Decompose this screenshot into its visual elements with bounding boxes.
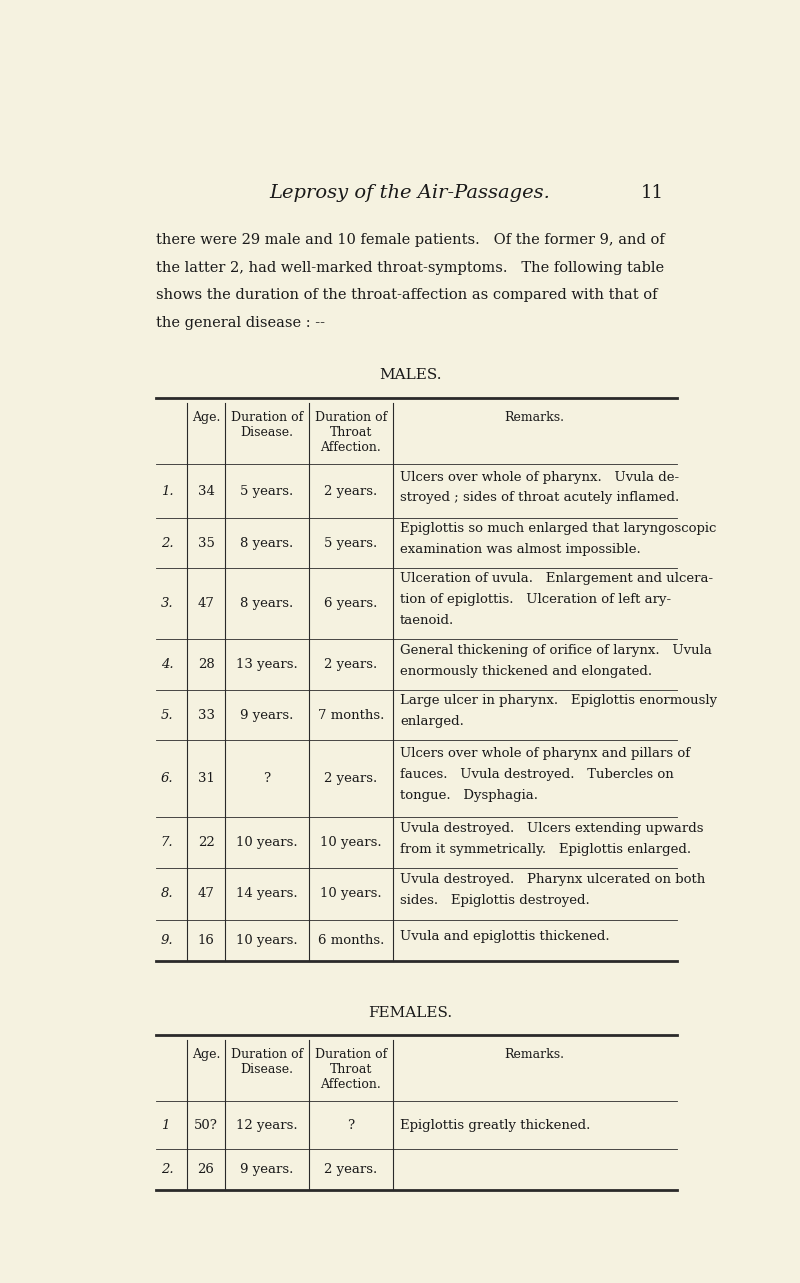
Text: 8 years.: 8 years. xyxy=(241,536,294,549)
Text: 2 years.: 2 years. xyxy=(324,1162,378,1177)
Text: 8 years.: 8 years. xyxy=(241,597,294,609)
Text: 22: 22 xyxy=(198,837,214,849)
Text: Duration of
Disease.: Duration of Disease. xyxy=(231,1048,303,1076)
Text: Large ulcer in pharynx.   Epiglottis enormously: Large ulcer in pharynx. Epiglottis enorm… xyxy=(400,694,718,707)
Text: 7 months.: 7 months. xyxy=(318,708,384,721)
Text: 3.: 3. xyxy=(161,597,174,609)
Text: 47: 47 xyxy=(198,597,214,609)
Text: 6 years.: 6 years. xyxy=(324,597,378,609)
Text: 6 months.: 6 months. xyxy=(318,934,384,947)
Text: fauces.   Uvula destroyed.   Tubercles on: fauces. Uvula destroyed. Tubercles on xyxy=(400,769,674,781)
Text: sides.   Epiglottis destroyed.: sides. Epiglottis destroyed. xyxy=(400,894,590,907)
Text: 5 years.: 5 years. xyxy=(324,536,378,549)
Text: 2.: 2. xyxy=(161,536,174,549)
Text: 2 years.: 2 years. xyxy=(324,772,378,785)
Text: 7.: 7. xyxy=(161,837,174,849)
Text: Age.: Age. xyxy=(192,1048,220,1061)
Text: Uvula destroyed.   Ulcers extending upwards: Uvula destroyed. Ulcers extending upward… xyxy=(400,822,703,835)
Text: Epiglottis so much enlarged that laryngoscopic: Epiglottis so much enlarged that laryngo… xyxy=(400,522,717,535)
Text: tion of epiglottis.   Ulceration of left ary-: tion of epiglottis. Ulceration of left a… xyxy=(400,593,671,606)
Text: 13 years.: 13 years. xyxy=(236,658,298,671)
Text: tongue.   Dysphagia.: tongue. Dysphagia. xyxy=(400,789,538,802)
Text: the general disease : --: the general disease : -- xyxy=(156,316,325,330)
Text: 1.: 1. xyxy=(161,485,174,498)
Text: 1: 1 xyxy=(161,1119,169,1132)
Text: Epiglottis greatly thickened.: Epiglottis greatly thickened. xyxy=(400,1119,590,1132)
Text: 10 years.: 10 years. xyxy=(320,837,382,849)
Text: Ulceration of uvula.   Enlargement and ulcera-: Ulceration of uvula. Enlargement and ulc… xyxy=(400,572,714,585)
Text: 2 years.: 2 years. xyxy=(324,658,378,671)
Text: Uvula and epiglottis thickened.: Uvula and epiglottis thickened. xyxy=(400,930,610,943)
Text: 9.: 9. xyxy=(161,934,174,947)
Text: General thickening of orifice of larynx.   Uvula: General thickening of orifice of larynx.… xyxy=(400,644,712,657)
Text: 26: 26 xyxy=(198,1162,214,1177)
Text: taenoid.: taenoid. xyxy=(400,613,454,627)
Text: 2.: 2. xyxy=(161,1162,174,1177)
Text: 5 years.: 5 years. xyxy=(241,485,294,498)
Text: 16: 16 xyxy=(198,934,214,947)
Text: 6.: 6. xyxy=(161,772,174,785)
Text: ?: ? xyxy=(263,772,270,785)
Text: FEMALES.: FEMALES. xyxy=(368,1006,452,1020)
Text: Ulcers over whole of pharynx.   Uvula de-: Ulcers over whole of pharynx. Uvula de- xyxy=(400,471,679,484)
Text: shows the duration of the throat-affection as compared with that of: shows the duration of the throat-affecti… xyxy=(156,289,658,303)
Text: Duration of
Throat
Affection.: Duration of Throat Affection. xyxy=(314,1048,387,1091)
Text: 10 years.: 10 years. xyxy=(320,888,382,901)
Text: examination was almost impossible.: examination was almost impossible. xyxy=(400,543,641,557)
Text: Remarks.: Remarks. xyxy=(505,411,565,423)
Text: Remarks.: Remarks. xyxy=(505,1048,565,1061)
Text: Duration of
Throat
Affection.: Duration of Throat Affection. xyxy=(314,411,387,454)
Text: 9 years.: 9 years. xyxy=(241,708,294,721)
Text: enlarged.: enlarged. xyxy=(400,715,464,727)
Text: stroyed ; sides of throat acutely inflamed.: stroyed ; sides of throat acutely inflam… xyxy=(400,491,679,504)
Text: Duration of
Disease.: Duration of Disease. xyxy=(231,411,303,439)
Text: 10 years.: 10 years. xyxy=(236,837,298,849)
Text: 11: 11 xyxy=(642,183,664,201)
Text: 31: 31 xyxy=(198,772,214,785)
Text: 34: 34 xyxy=(198,485,214,498)
Text: 2 years.: 2 years. xyxy=(324,485,378,498)
Text: Age.: Age. xyxy=(192,411,220,423)
Text: there were 29 male and 10 female patients.   Of the former 9, and of: there were 29 male and 10 female patient… xyxy=(156,234,665,248)
Text: ?: ? xyxy=(347,1119,354,1132)
Text: from it symmetrically.   Epiglottis enlarged.: from it symmetrically. Epiglottis enlarg… xyxy=(400,843,691,856)
Text: 10 years.: 10 years. xyxy=(236,934,298,947)
Text: 50?: 50? xyxy=(194,1119,218,1132)
Text: 8.: 8. xyxy=(161,888,174,901)
Text: 33: 33 xyxy=(198,708,214,721)
Text: enormously thickened and elongated.: enormously thickened and elongated. xyxy=(400,665,652,677)
Text: 28: 28 xyxy=(198,658,214,671)
Text: 9 years.: 9 years. xyxy=(241,1162,294,1177)
Text: 5.: 5. xyxy=(161,708,174,721)
Text: 14 years.: 14 years. xyxy=(236,888,298,901)
Text: the latter 2, had well-marked throat-symptoms.   The following table: the latter 2, had well-marked throat-sym… xyxy=(156,260,664,275)
Text: 35: 35 xyxy=(198,536,214,549)
Text: 12 years.: 12 years. xyxy=(236,1119,298,1132)
Text: MALES.: MALES. xyxy=(378,368,442,382)
Text: 47: 47 xyxy=(198,888,214,901)
Text: Ulcers over whole of pharynx and pillars of: Ulcers over whole of pharynx and pillars… xyxy=(400,747,690,761)
Text: Leprosy of the Air-Passages.: Leprosy of the Air-Passages. xyxy=(270,183,550,201)
Text: 4.: 4. xyxy=(161,658,174,671)
Text: Uvula destroyed.   Pharynx ulcerated on both: Uvula destroyed. Pharynx ulcerated on bo… xyxy=(400,874,706,887)
